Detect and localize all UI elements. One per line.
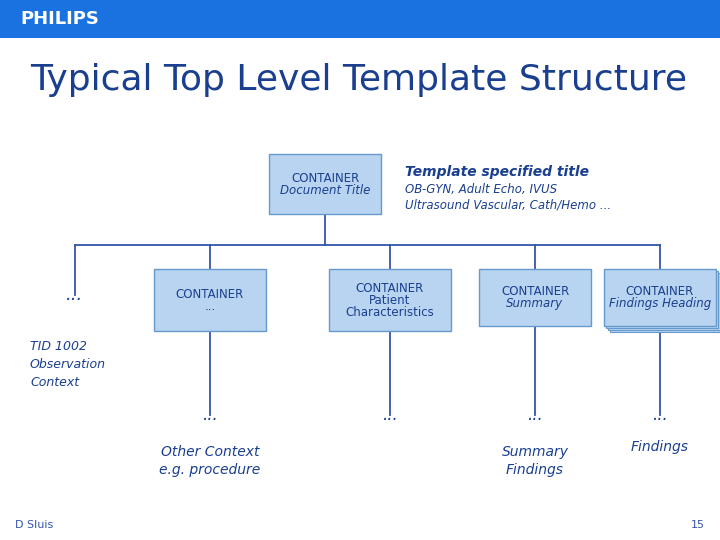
Text: Characteristics: Characteristics bbox=[346, 306, 434, 319]
FancyBboxPatch shape bbox=[604, 269, 716, 326]
Text: Template specified title: Template specified title bbox=[405, 165, 589, 179]
FancyBboxPatch shape bbox=[608, 273, 720, 330]
Text: 15: 15 bbox=[691, 520, 705, 530]
Text: ...: ... bbox=[382, 406, 398, 424]
FancyBboxPatch shape bbox=[606, 271, 718, 328]
Text: PHILIPS: PHILIPS bbox=[20, 10, 99, 28]
FancyBboxPatch shape bbox=[269, 154, 381, 214]
Text: Patient: Patient bbox=[369, 294, 410, 307]
Text: Other Context
e.g. procedure: Other Context e.g. procedure bbox=[159, 445, 261, 477]
Text: TID 1002
Observation
Context: TID 1002 Observation Context bbox=[30, 340, 106, 389]
FancyBboxPatch shape bbox=[154, 269, 266, 331]
FancyBboxPatch shape bbox=[610, 275, 720, 332]
Text: Typical Top Level Template Structure: Typical Top Level Template Structure bbox=[30, 63, 687, 97]
Text: CONTAINER: CONTAINER bbox=[291, 172, 359, 185]
Bar bbox=[0, 0, 720, 38]
Text: ...: ... bbox=[527, 406, 543, 424]
Text: CONTAINER: CONTAINER bbox=[176, 287, 244, 300]
Text: Summary: Summary bbox=[506, 297, 564, 310]
Text: OB-GYN, Adult Echo, IVUS: OB-GYN, Adult Echo, IVUS bbox=[405, 183, 557, 196]
Text: Summary
Findings: Summary Findings bbox=[502, 445, 569, 477]
Text: Ultrasound Vascular, Cath/Hemo ...: Ultrasound Vascular, Cath/Hemo ... bbox=[405, 198, 611, 211]
Text: ...: ... bbox=[652, 406, 668, 424]
Text: Findings Heading: Findings Heading bbox=[609, 297, 711, 310]
Text: CONTAINER: CONTAINER bbox=[501, 285, 569, 298]
Text: Findings: Findings bbox=[631, 440, 689, 454]
Text: D Sluis: D Sluis bbox=[15, 520, 53, 530]
Text: ...: ... bbox=[204, 300, 215, 313]
Text: ...: ... bbox=[202, 406, 218, 424]
Text: CONTAINER: CONTAINER bbox=[626, 285, 694, 298]
FancyBboxPatch shape bbox=[329, 269, 451, 331]
Text: Document Title: Document Title bbox=[280, 184, 370, 197]
FancyBboxPatch shape bbox=[479, 269, 591, 326]
Text: CONTAINER: CONTAINER bbox=[356, 281, 424, 294]
Text: ...: ... bbox=[66, 286, 84, 304]
